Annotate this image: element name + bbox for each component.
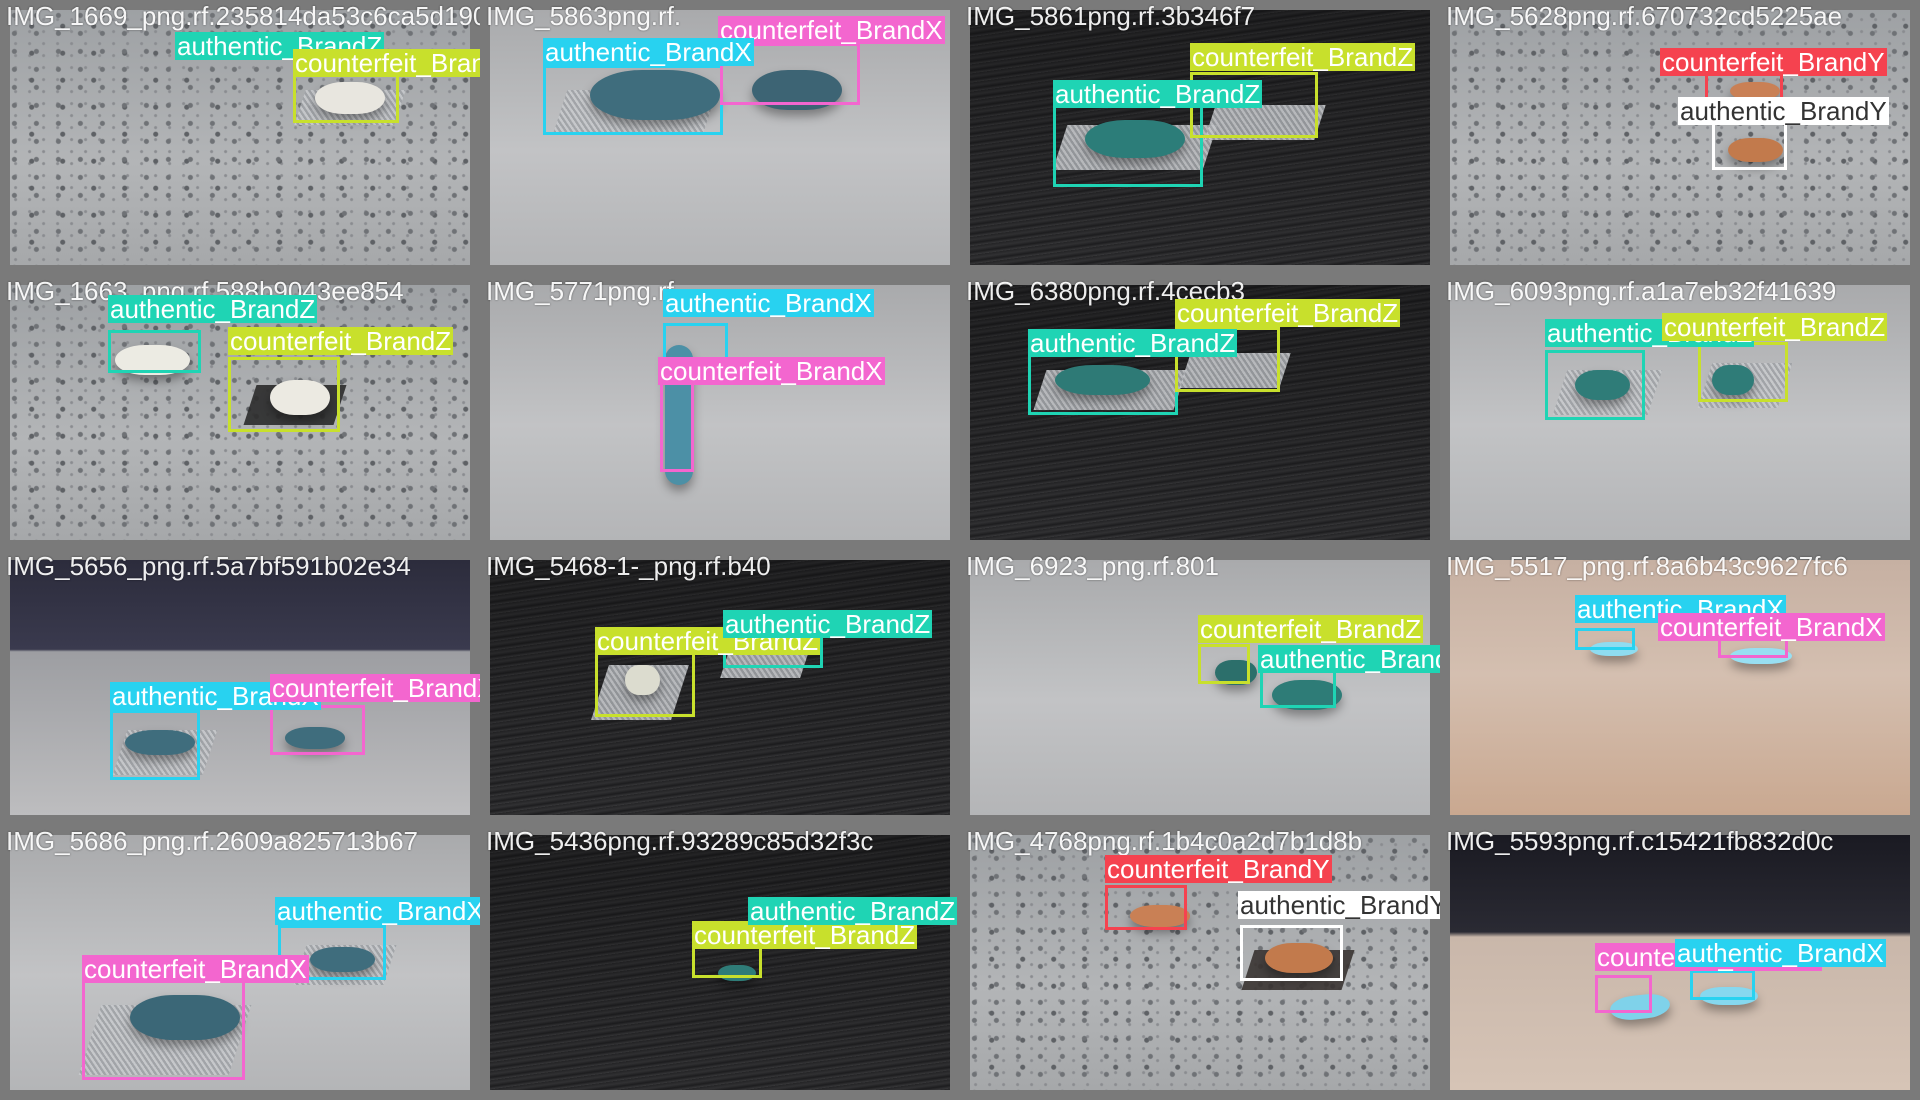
- detection-box: [228, 357, 340, 432]
- detection-label: counterfeit_BrandZ: [1198, 614, 1424, 644]
- white-pill: [270, 380, 330, 415]
- detection-label: counterfeit_BrandX: [270, 674, 480, 702]
- mosaic-tile: IMG_6923_png.rf.801 counterfeit_BrandZ a…: [960, 550, 1440, 825]
- mosaic-tile: IMG_6093png.rf.a1a7eb32f41639 authentic_…: [1440, 275, 1920, 550]
- detection-box: [278, 925, 386, 980]
- blue-pill: [590, 70, 720, 120]
- detection-box: [1698, 342, 1788, 402]
- detection-label: authentic_BrandX: [275, 897, 480, 925]
- orange-pill: [1728, 138, 1783, 162]
- detection-box: [720, 43, 860, 105]
- tile-filename: IMG_6093png.rf.a1a7eb32f41639: [1446, 276, 1837, 306]
- detection-label: counterfeit_BrandZ: [1662, 312, 1888, 342]
- mosaic-tile: IMG_5436png.rf.93289c85d32f3c counterfei…: [480, 825, 960, 1100]
- detection-box: [82, 980, 245, 1080]
- mosaic-tile: IMG_5686_png.rf.2609a825713b67 authentic…: [0, 825, 480, 1100]
- mosaic-tile: IMG_1663_png.rf.588b9043ee854 authentic_…: [0, 275, 480, 550]
- detection-label: authentic_BrandZ: [748, 896, 958, 926]
- tile-filename: IMG_5686_png.rf.2609a825713b67: [6, 826, 419, 856]
- detection-box: [1175, 327, 1280, 392]
- detection-label: counterfeit_BrandX: [658, 356, 885, 386]
- blue-pill: [125, 730, 195, 755]
- detection-label: authentic_BrandX: [543, 37, 754, 67]
- teal-pill: [1085, 120, 1185, 158]
- tile-photo: [490, 285, 950, 540]
- blue-pill: [285, 727, 345, 749]
- detection-label: authentic_BrandZ: [1053, 79, 1263, 109]
- detection-label: counterfeit_BrandZ: [595, 626, 821, 656]
- blue-pill: [130, 995, 240, 1040]
- detection-label: counterfeit_BrandY: [1660, 47, 1887, 77]
- mosaic-tile: IMG_5593png.rf.c15421fb832d0c counterfei…: [1440, 825, 1920, 1100]
- mosaic-tile: IMG_1669_png.rf.235814da53c6ca5d19085836…: [0, 0, 480, 275]
- tile-filename: IMG_5863png.rf.: [486, 1, 682, 31]
- mosaic-tile: IMG_5656_png.rf.5a7bf591b02e34 authentic…: [0, 550, 480, 825]
- mosaic-tile: IMG_4768png.rf.1b4c0a2d7b1d8b counterfei…: [960, 825, 1440, 1100]
- detection-label: counterfeit_BrandY: [1105, 854, 1332, 884]
- detection-label: counterfeit_BrandZ: [1175, 298, 1401, 328]
- detection-box: [1545, 350, 1645, 420]
- mosaic-tile: IMG_5468-1-_png.rf.b40 counterfeit_Brand…: [480, 550, 960, 825]
- mosaic-tile: IMG_5861png.rf.3b346f7 counterfeit_Brand…: [960, 0, 1440, 275]
- tile-filename: IMG_5628png.rf.670732cd5225ae: [1446, 1, 1843, 31]
- detection-box: [1053, 100, 1203, 187]
- mosaic-tile: IMG_5863png.rf. counterfeit_BrandX authe…: [480, 0, 960, 275]
- detection-box: [1690, 970, 1755, 1000]
- detection-box: [1595, 975, 1652, 1013]
- white-pill: [625, 665, 660, 695]
- detection-label: counterfeit_BrandZ: [1190, 42, 1416, 72]
- blue-pill: [310, 947, 375, 972]
- tile-filename: IMG_6923_png.rf.801: [966, 551, 1219, 581]
- orange-pill: [1130, 905, 1190, 927]
- detection-box: [108, 330, 201, 373]
- mosaic-tile: IMG_5628png.rf.670732cd5225ae counterfei…: [1440, 0, 1920, 275]
- detection-box: [1712, 120, 1787, 170]
- detection-label: counterfeit_BrandX: [1658, 612, 1885, 642]
- detection-label: authentic_BrandY: [1238, 891, 1440, 919]
- teal-pill: [1215, 660, 1257, 685]
- tile-photo: [490, 835, 950, 1090]
- orange-pill: [1730, 82, 1780, 100]
- detection-label: authentic_BrandZ: [108, 294, 318, 324]
- detection-label: authentic_BrandX: [1675, 938, 1886, 968]
- mosaic-tile: IMG_5517_png.rf.8a6b43c9627fc6 authentic…: [1440, 550, 1920, 825]
- tile-filename: IMG_5771png.rf.: [486, 276, 682, 306]
- detection-label: counterfeit_BrandZ: [293, 49, 480, 77]
- detection-label: counterfeit_BrandZ: [228, 326, 454, 356]
- detection-box: [270, 705, 365, 755]
- detection-label: authentic_BrandZ: [723, 609, 933, 639]
- teal-pill: [1055, 365, 1150, 395]
- light-blue-pill: [1700, 987, 1758, 1005]
- mosaic-tile: IMG_6380png.rf.4cecb3 authentic_BrandZ c…: [960, 275, 1440, 550]
- tile-filename: IMG_4768png.rf.1b4c0a2d7b1d8b: [966, 826, 1363, 856]
- detection-box: [543, 65, 723, 135]
- tile-filename: IMG_5861png.rf.3b346f7: [966, 1, 1256, 31]
- mosaic-tile: IMG_5771png.rf. authentic_BrandX counter…: [480, 275, 960, 550]
- detection-label: authentic_BrandZ: [1028, 328, 1238, 358]
- orange-pill: [1265, 943, 1333, 973]
- detection-box: [110, 710, 200, 780]
- detection-box: [1198, 644, 1250, 684]
- detection-label: authentic_BrandZ: [1258, 645, 1440, 673]
- detection-label: authentic_BrandY: [1678, 96, 1889, 126]
- detection-box: [1240, 925, 1343, 981]
- tile-filename: IMG_5468-1-_png.rf.b40: [486, 551, 771, 581]
- detection-box: [1575, 628, 1635, 650]
- tile-filename: IMG_5436png.rf.93289c85d32f3c: [486, 826, 874, 856]
- teal-pill: [1575, 370, 1630, 400]
- teal-pill: [1712, 365, 1754, 395]
- detection-label: counterfeit_BrandX: [718, 15, 945, 45]
- detection-box: [1105, 885, 1187, 930]
- tile-filename: IMG_5517_png.rf.8a6b43c9627fc6: [1446, 551, 1848, 581]
- tile-filename: IMG_5593png.rf.c15421fb832d0c: [1446, 826, 1834, 856]
- detection-label: counterfeit_BrandZ: [692, 920, 918, 950]
- tile-filename: IMG_1669_png.rf.235814da53c6ca5d19085836…: [6, 1, 480, 31]
- tile-filename: IMG_5656_png.rf.5a7bf591b02e34: [6, 551, 411, 581]
- tile-photo: [970, 560, 1430, 815]
- detection-label: counterfeit_BrandX: [82, 954, 309, 984]
- white-pill: [315, 82, 385, 114]
- tile-photo: [490, 560, 950, 815]
- detection-label: authentic_BrandX: [663, 288, 874, 318]
